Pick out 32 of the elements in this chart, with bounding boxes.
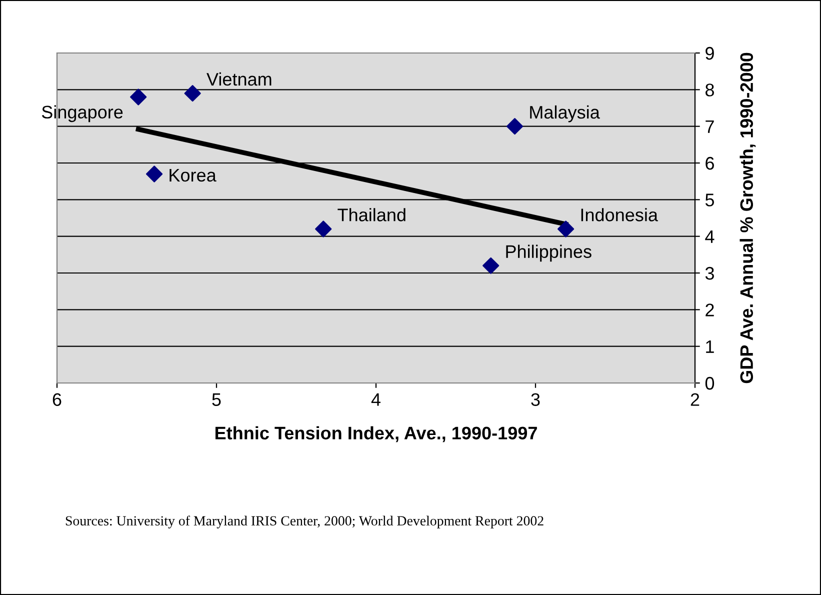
annotation: Malaysia [530, 105, 600, 122]
point [482, 257, 500, 274]
annotation: Singapore [42, 105, 123, 122]
y-tick-label: 3 [705, 266, 714, 280]
point [315, 220, 332, 238]
annotation: Korea [170, 169, 216, 182]
x-tick-label: 5 [212, 393, 221, 406]
point [130, 88, 147, 106]
point [506, 118, 524, 135]
y-tick-label: 1 [706, 340, 714, 353]
x-tick-label: 4 [371, 393, 380, 406]
point [184, 85, 201, 102]
x-axis-title: Ethnic Tension Index, Ave., 1990-1997 [216, 426, 537, 442]
y-tick-label: 5 [705, 194, 714, 206]
y-tick-label: 4 [705, 230, 714, 243]
y-tick-label: 7 [706, 120, 714, 133]
y-tick-label: 2 [706, 304, 714, 316]
annotation: Thailand [338, 208, 406, 222]
x-tick-label: 6 [52, 393, 62, 406]
point [558, 220, 574, 238]
y-tick-label: 6 [706, 156, 714, 170]
annotation: Indonesia [581, 208, 658, 222]
x-tick-label: 3 [531, 393, 540, 406]
y-tick-label: 0 [705, 376, 714, 390]
y-tick-label: 8 [706, 84, 714, 96]
y-axis-title: GDP Ave. Annual % Growth, 1990-2000 [740, 52, 756, 384]
annotation: Philippines [506, 244, 592, 262]
y-tick-label: 9 [706, 46, 714, 60]
annotation: Vietnam [206, 72, 272, 86]
source-note: Sources: University of Maryland IRIS Center, 2000; World Development Report 2002 [66, 516, 544, 528]
point [146, 166, 163, 182]
x-tick-label: 2 [690, 393, 700, 406]
